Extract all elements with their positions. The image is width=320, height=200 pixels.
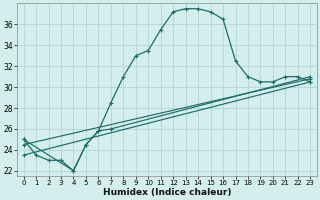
X-axis label: Humidex (Indice chaleur): Humidex (Indice chaleur) <box>103 188 231 197</box>
